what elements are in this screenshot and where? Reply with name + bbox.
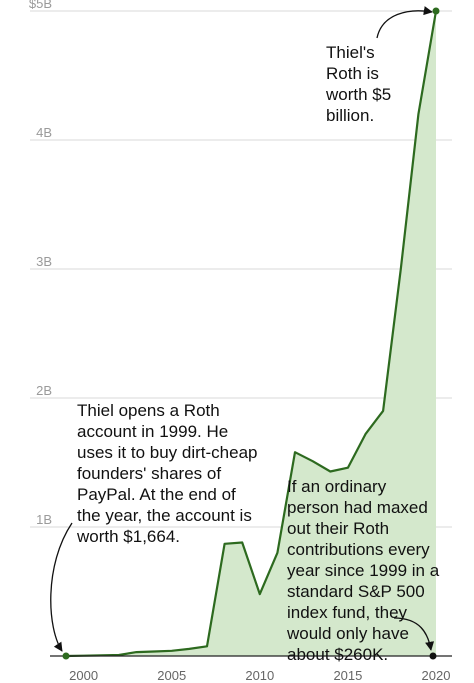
y-tick-label-3: 4B xyxy=(36,125,52,140)
x-tick-label-3: 2015 xyxy=(333,668,362,683)
x-tick-label-2: 2010 xyxy=(245,668,274,683)
annotation-roth-opened-1999: Thiel opens a Roth account in 1999. He u… xyxy=(77,401,258,546)
x-tick-label-4: 2020 xyxy=(422,668,451,683)
area-fill xyxy=(66,11,436,656)
x-tick-label-0: 2000 xyxy=(69,668,98,683)
y-tick-label-2: 3B xyxy=(36,254,52,269)
end-point-marker xyxy=(432,7,440,15)
y-tick-label-0: 1B xyxy=(36,512,52,527)
y-tick-label-1: 2B xyxy=(36,383,52,398)
start-point-marker xyxy=(62,652,70,660)
x-tick-label-1: 2005 xyxy=(157,668,186,683)
y-tick-label-4: $5B xyxy=(29,0,52,11)
arrow-to-2020-peak xyxy=(376,6,433,39)
data-line xyxy=(65,10,438,658)
annotation-thiel-roth-worth: Thiel's Roth is worth $5 billion. xyxy=(326,43,392,125)
annotation-ordinary-investor: If an ordinary person had maxed out thei… xyxy=(287,477,440,664)
sp500-point-marker xyxy=(429,652,437,660)
arrow-to-1999-start xyxy=(50,522,73,652)
arrow-to-sp500-value xyxy=(393,617,435,651)
